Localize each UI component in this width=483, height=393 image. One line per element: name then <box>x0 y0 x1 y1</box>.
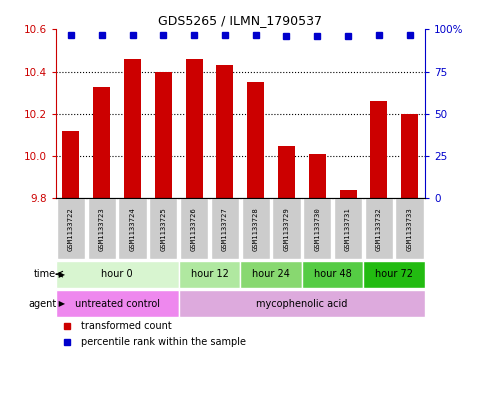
Text: GSM1133722: GSM1133722 <box>68 207 74 251</box>
Bar <box>179 290 425 317</box>
Bar <box>93 86 110 198</box>
Bar <box>302 261 364 288</box>
Text: hour 12: hour 12 <box>191 269 228 279</box>
Bar <box>155 72 172 198</box>
Text: hour 0: hour 0 <box>101 269 133 279</box>
Text: percentile rank within the sample: percentile rank within the sample <box>82 337 246 347</box>
Text: GSM1133730: GSM1133730 <box>314 207 320 251</box>
Bar <box>396 198 424 259</box>
Bar <box>211 198 239 259</box>
Bar <box>185 59 202 198</box>
Bar <box>149 198 177 259</box>
Bar <box>87 198 116 259</box>
Text: GSM1133727: GSM1133727 <box>222 207 228 251</box>
Title: GDS5265 / ILMN_1790537: GDS5265 / ILMN_1790537 <box>158 14 322 27</box>
Text: ▶: ▶ <box>56 299 65 308</box>
Bar <box>124 59 141 198</box>
Text: GSM1133723: GSM1133723 <box>99 207 105 251</box>
Bar <box>340 190 356 198</box>
Text: ▶: ▶ <box>56 270 65 279</box>
Text: GSM1133729: GSM1133729 <box>284 207 289 251</box>
Text: hour 48: hour 48 <box>314 269 352 279</box>
Text: GSM1133728: GSM1133728 <box>253 207 259 251</box>
Text: GSM1133725: GSM1133725 <box>160 207 166 251</box>
Text: GSM1133733: GSM1133733 <box>407 207 412 251</box>
Text: hour 24: hour 24 <box>252 269 290 279</box>
Text: hour 72: hour 72 <box>375 269 413 279</box>
Bar <box>334 198 362 259</box>
Text: untreated control: untreated control <box>75 299 159 309</box>
Bar <box>364 261 425 288</box>
Bar <box>278 146 295 198</box>
Bar <box>365 198 393 259</box>
Bar <box>56 290 179 317</box>
Text: time: time <box>34 269 56 279</box>
Bar <box>247 82 264 198</box>
Bar <box>216 65 233 198</box>
Bar <box>303 198 331 259</box>
Bar <box>179 261 240 288</box>
Text: GSM1133726: GSM1133726 <box>191 207 197 251</box>
Text: GSM1133724: GSM1133724 <box>129 207 136 251</box>
Text: transformed count: transformed count <box>82 321 172 331</box>
Bar <box>242 198 270 259</box>
Bar <box>370 101 387 198</box>
Text: agent: agent <box>28 299 56 309</box>
Text: GSM1133731: GSM1133731 <box>345 207 351 251</box>
Bar <box>240 261 302 288</box>
Bar <box>62 131 79 198</box>
Bar <box>118 198 147 259</box>
Bar <box>180 198 208 259</box>
Bar <box>309 154 326 198</box>
Text: mycophenolic acid: mycophenolic acid <box>256 299 348 309</box>
Bar <box>401 114 418 198</box>
Bar <box>56 261 179 288</box>
Bar <box>272 198 300 259</box>
Text: GSM1133732: GSM1133732 <box>376 207 382 251</box>
Bar <box>57 198 85 259</box>
